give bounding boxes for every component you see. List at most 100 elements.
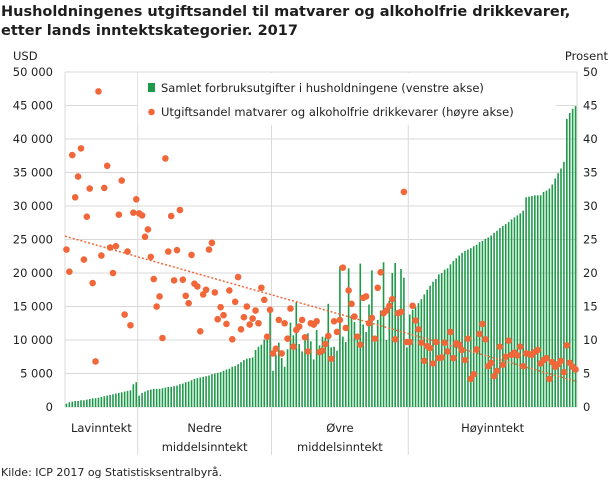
scatter-point bbox=[159, 334, 166, 342]
scatter-point bbox=[150, 275, 158, 283]
scatter-point bbox=[211, 289, 219, 296]
bar bbox=[347, 268, 350, 407]
left-tick-label: 25 000 bbox=[13, 233, 53, 247]
scatter-point bbox=[284, 335, 291, 342]
bar bbox=[507, 222, 510, 407]
scatter-point bbox=[295, 323, 303, 330]
bar bbox=[231, 366, 234, 407]
scatter-point bbox=[464, 335, 472, 342]
bar bbox=[525, 197, 527, 407]
right-tick-label: 30 bbox=[583, 199, 598, 213]
bar bbox=[560, 168, 562, 407]
bar bbox=[68, 402, 71, 407]
scatter-point bbox=[519, 362, 527, 370]
scatter-point bbox=[138, 212, 146, 219]
right-axis-label: Prosent bbox=[565, 49, 609, 63]
scatter-point bbox=[249, 315, 256, 322]
bar bbox=[467, 249, 469, 407]
bar bbox=[109, 394, 111, 407]
scatter-point bbox=[546, 375, 553, 383]
scatter-point bbox=[313, 317, 320, 325]
bar bbox=[443, 269, 446, 407]
scatter-point bbox=[455, 341, 463, 348]
bar bbox=[193, 378, 196, 407]
bar bbox=[158, 388, 161, 407]
bar bbox=[80, 400, 82, 407]
scatter-point bbox=[80, 256, 88, 263]
scatter-point bbox=[371, 335, 379, 342]
bar bbox=[132, 384, 135, 407]
scatter-point bbox=[560, 368, 568, 376]
bar bbox=[496, 230, 498, 407]
bar bbox=[292, 335, 295, 407]
scatter-point bbox=[205, 246, 213, 253]
scatter-point bbox=[162, 155, 169, 162]
bar bbox=[286, 349, 289, 407]
scatter-point bbox=[354, 333, 361, 340]
bar bbox=[263, 339, 266, 407]
scatter-point bbox=[336, 316, 344, 324]
scatter-point bbox=[106, 244, 114, 251]
bar bbox=[266, 338, 268, 407]
scatter-point bbox=[112, 242, 120, 250]
scatter-point bbox=[487, 359, 495, 367]
bar bbox=[208, 375, 210, 407]
bar bbox=[504, 224, 507, 407]
bar bbox=[568, 112, 571, 408]
scatter-point bbox=[77, 145, 85, 152]
scatter-point bbox=[388, 295, 396, 303]
bar bbox=[344, 342, 347, 407]
bar bbox=[289, 322, 292, 407]
bar bbox=[88, 398, 91, 407]
bar bbox=[551, 184, 554, 407]
scatter-point bbox=[339, 264, 347, 271]
scatter-point bbox=[188, 251, 195, 259]
scatter-point bbox=[278, 350, 286, 357]
bar bbox=[333, 346, 335, 407]
bar bbox=[155, 388, 158, 407]
legend-dots-label: Utgiftsandel matvarer og alkoholfrie dri… bbox=[161, 105, 514, 119]
scatter-point bbox=[391, 336, 399, 343]
scatter-point bbox=[386, 302, 393, 310]
bar bbox=[397, 311, 399, 407]
bar bbox=[513, 217, 516, 407]
scatter-point bbox=[351, 313, 358, 320]
bar bbox=[304, 335, 306, 407]
bar bbox=[112, 394, 114, 407]
scatter-point bbox=[100, 184, 108, 192]
bar bbox=[440, 273, 443, 407]
bar bbox=[330, 347, 332, 407]
bar bbox=[420, 299, 423, 407]
bar bbox=[176, 385, 178, 407]
bar bbox=[190, 380, 193, 407]
scatter-point bbox=[304, 348, 312, 355]
bar bbox=[490, 235, 492, 407]
scatter-point bbox=[400, 188, 408, 196]
bar bbox=[94, 398, 97, 407]
scatter-point bbox=[103, 162, 111, 170]
scatter-point bbox=[240, 313, 248, 321]
bar bbox=[510, 219, 513, 407]
bar bbox=[310, 341, 312, 407]
scatter-point bbox=[194, 283, 201, 290]
bar bbox=[534, 195, 536, 407]
scatter-point bbox=[327, 355, 335, 363]
bar bbox=[557, 173, 559, 407]
scatter-point bbox=[397, 308, 405, 316]
bar bbox=[385, 340, 388, 407]
bar bbox=[199, 377, 202, 407]
chart-title: Husholdningenes utgiftsandel til matvare… bbox=[1, 4, 571, 39]
bar bbox=[202, 376, 204, 407]
bar bbox=[502, 226, 504, 407]
legend-bars-label: Samlet forbruksutgifter i husholdningene… bbox=[161, 81, 484, 95]
scatter-point bbox=[516, 343, 524, 351]
bar bbox=[179, 384, 181, 407]
bar bbox=[432, 281, 434, 407]
scatter-point bbox=[418, 339, 425, 346]
scatter-point bbox=[144, 226, 152, 233]
scatter-point bbox=[348, 300, 355, 308]
left-tick-label: 5 000 bbox=[20, 367, 53, 381]
bar bbox=[411, 309, 414, 407]
bar bbox=[269, 309, 271, 407]
